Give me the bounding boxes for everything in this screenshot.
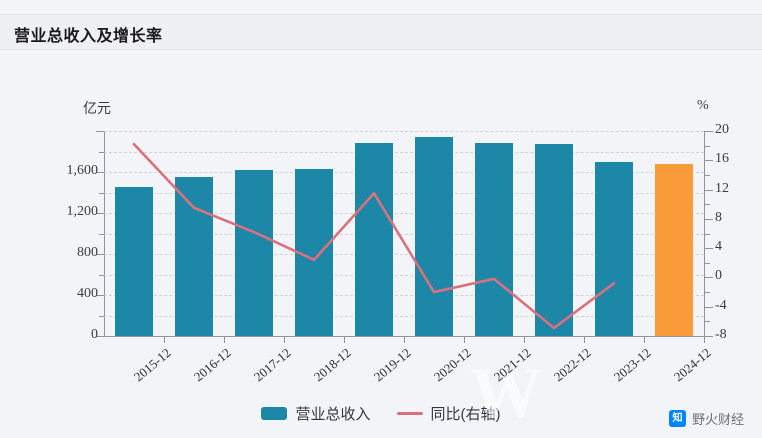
gridline bbox=[104, 172, 704, 173]
bar[interactable] bbox=[115, 186, 153, 336]
x-axis-tick-label: 2019-12 bbox=[370, 345, 414, 385]
gridline bbox=[104, 151, 704, 153]
right-tick-major bbox=[705, 306, 713, 308]
x-tick bbox=[524, 336, 525, 343]
left-axis-tick-label: 1,600 bbox=[66, 163, 99, 178]
x-tick bbox=[164, 336, 165, 343]
x-axis-tick-label: 2020-12 bbox=[430, 345, 474, 385]
right-axis-tick-label: 12 bbox=[715, 180, 729, 196]
gridline bbox=[104, 295, 704, 296]
right-axis-unit: % bbox=[697, 98, 709, 113]
left-tick-major bbox=[96, 172, 104, 173]
right-tick-minor bbox=[705, 321, 710, 323]
right-axis-tick-label: 20 bbox=[715, 122, 729, 137]
right-axis-tick-label: 0 bbox=[715, 268, 722, 284]
left-tick-minor bbox=[99, 151, 104, 153]
bar[interactable] bbox=[535, 144, 573, 336]
x-axis-tick-label: 2022-12 bbox=[550, 345, 594, 385]
bar[interactable] bbox=[175, 176, 213, 336]
left-axis-tick-label: 0 bbox=[91, 327, 98, 342]
x-tick bbox=[644, 336, 645, 343]
right-tick-major bbox=[705, 189, 713, 191]
x-axis-tick-label: 2018-12 bbox=[310, 345, 354, 385]
x-axis-tick-label: 2021-12 bbox=[490, 345, 534, 385]
bar[interactable] bbox=[595, 161, 633, 336]
growth-line bbox=[132, 142, 616, 330]
right-tick-minor bbox=[705, 262, 710, 264]
left-tick-major bbox=[96, 213, 104, 214]
gridline bbox=[104, 254, 704, 255]
x-tick bbox=[464, 336, 465, 343]
x-axis-tick-label: 2024-12 bbox=[670, 345, 714, 385]
left-tick-minor bbox=[99, 192, 104, 194]
bar[interactable] bbox=[235, 169, 273, 336]
left-tick-minor bbox=[99, 233, 104, 235]
card-header: 营业总收入及增长率 bbox=[0, 14, 762, 50]
right-axis-line bbox=[704, 131, 705, 337]
left-tick-major bbox=[96, 254, 104, 255]
bar[interactable] bbox=[355, 143, 393, 336]
gridline bbox=[104, 213, 704, 214]
left-tick-major bbox=[96, 336, 104, 337]
line-series bbox=[132, 142, 616, 330]
legend-item-growth[interactable]: 同比(右轴) bbox=[396, 403, 501, 424]
right-tick-minor bbox=[705, 233, 710, 235]
bar[interactable] bbox=[295, 168, 333, 336]
legend-line-swatch bbox=[396, 411, 423, 415]
left-axis-tick-label: 400 bbox=[77, 286, 98, 301]
bar[interactable] bbox=[655, 164, 693, 336]
x-axis-tick-label: 2017-12 bbox=[250, 345, 294, 385]
left-tick-minor bbox=[99, 315, 104, 317]
right-tick-major bbox=[705, 336, 713, 337]
x-axis-tick-label: 2016-12 bbox=[190, 345, 234, 385]
right-axis-tick-label: -4 bbox=[715, 297, 727, 313]
legend-bar-swatch bbox=[261, 406, 288, 420]
right-tick-major bbox=[705, 248, 713, 250]
legend-item-revenue[interactable]: 营业总收入 bbox=[261, 403, 371, 424]
right-axis-tick-label: 4 bbox=[715, 239, 722, 255]
x-axis-tick-label: 2023-12 bbox=[610, 345, 654, 385]
x-tick bbox=[224, 336, 225, 343]
chart-legend: 营业总收入 同比(右轴) bbox=[0, 400, 762, 426]
right-tick-minor bbox=[705, 292, 710, 294]
left-tick-major bbox=[96, 131, 104, 132]
gridline bbox=[104, 233, 704, 235]
zhihu-logo-icon: 知 bbox=[668, 410, 686, 427]
right-tick-major bbox=[705, 160, 713, 162]
legend-line-label: 同比(右轴) bbox=[430, 405, 501, 423]
gridline bbox=[104, 315, 704, 317]
right-tick-minor bbox=[705, 204, 710, 206]
right-tick-major bbox=[705, 277, 713, 279]
gridline bbox=[104, 274, 704, 276]
right-tick-major bbox=[705, 218, 713, 220]
right-tick-minor bbox=[705, 145, 710, 147]
right-tick-minor bbox=[705, 174, 710, 176]
left-tick-major bbox=[96, 295, 104, 296]
gridline bbox=[104, 192, 704, 194]
right-axis-tick-label: -8 bbox=[715, 327, 727, 342]
left-axis-tick-label: 1,200 bbox=[66, 204, 99, 219]
x-axis-tick-label: 2015-12 bbox=[130, 345, 174, 385]
bar[interactable] bbox=[475, 143, 513, 336]
left-axis-tick-label: 800 bbox=[77, 245, 98, 260]
plot-area bbox=[104, 131, 704, 336]
right-tick-major bbox=[705, 131, 713, 132]
watermark-author: 野火财经 bbox=[691, 412, 744, 427]
right-axis-tick-label: 8 bbox=[715, 209, 722, 225]
page-title: 营业总收入及增长率 bbox=[14, 28, 163, 45]
x-tick bbox=[344, 336, 345, 343]
x-tick bbox=[704, 336, 705, 343]
x-tick bbox=[404, 336, 405, 343]
left-axis-unit: 亿元 bbox=[83, 102, 111, 117]
legend-bar-label: 营业总收入 bbox=[295, 405, 371, 423]
watermark-badge: 知 野火财经 bbox=[668, 409, 744, 428]
gridline bbox=[104, 131, 704, 132]
bar[interactable] bbox=[415, 137, 453, 336]
right-axis-tick-label: 16 bbox=[715, 151, 729, 167]
x-tick bbox=[584, 336, 585, 343]
x-tick bbox=[284, 336, 285, 343]
left-tick-minor bbox=[99, 274, 104, 276]
